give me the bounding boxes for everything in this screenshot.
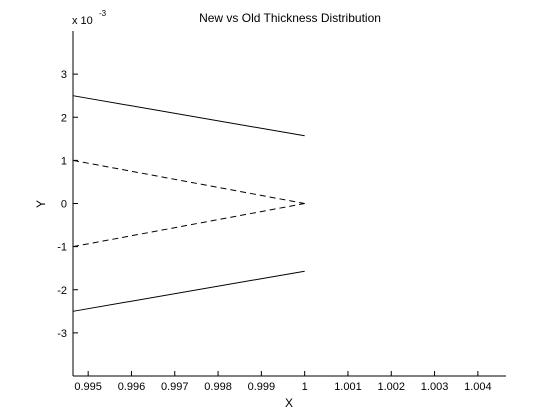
plot-area: 0.995 0.996 0.997 0.998 0.999 1 1.001 1.002 1.00… — [57, 31, 506, 393]
x-tick-label: 0.995 — [74, 381, 102, 393]
x-tick-label: 1.004 — [464, 381, 492, 393]
y-axis-label: Y — [34, 200, 48, 208]
y-tick-label: 3 — [61, 69, 67, 81]
series-line-2 — [73, 271, 305, 311]
x-axis-label: X — [285, 396, 293, 410]
y-tick-label: -3 — [57, 328, 67, 340]
x-tick-label: 0.996 — [118, 381, 146, 393]
x-tick-label: 1 — [302, 381, 308, 393]
x-tick-label: 1.003 — [421, 381, 449, 393]
y-scale-label: x 10 — [72, 15, 93, 27]
x-tick-label: 0.998 — [204, 381, 232, 393]
x-tick-label: 0.999 — [248, 381, 276, 393]
series-line-4 — [73, 204, 305, 247]
y-scale-exponent: -3 — [99, 9, 107, 18]
x-tick-label: 0.997 — [161, 381, 189, 393]
y-tick-label: 0 — [61, 199, 67, 211]
series-line-3 — [73, 160, 305, 203]
y-tick-label: -1 — [57, 242, 67, 254]
y-tick-label: -2 — [57, 285, 67, 297]
series-line-1 — [73, 96, 305, 136]
y-tick-label: 2 — [61, 112, 67, 124]
x-tick-label: 1.001 — [334, 381, 362, 393]
y-tick-label: 1 — [61, 155, 67, 167]
x-tick-label: 1.002 — [377, 381, 405, 393]
chart-title: New vs Old Thickness Distribution — [199, 11, 381, 25]
